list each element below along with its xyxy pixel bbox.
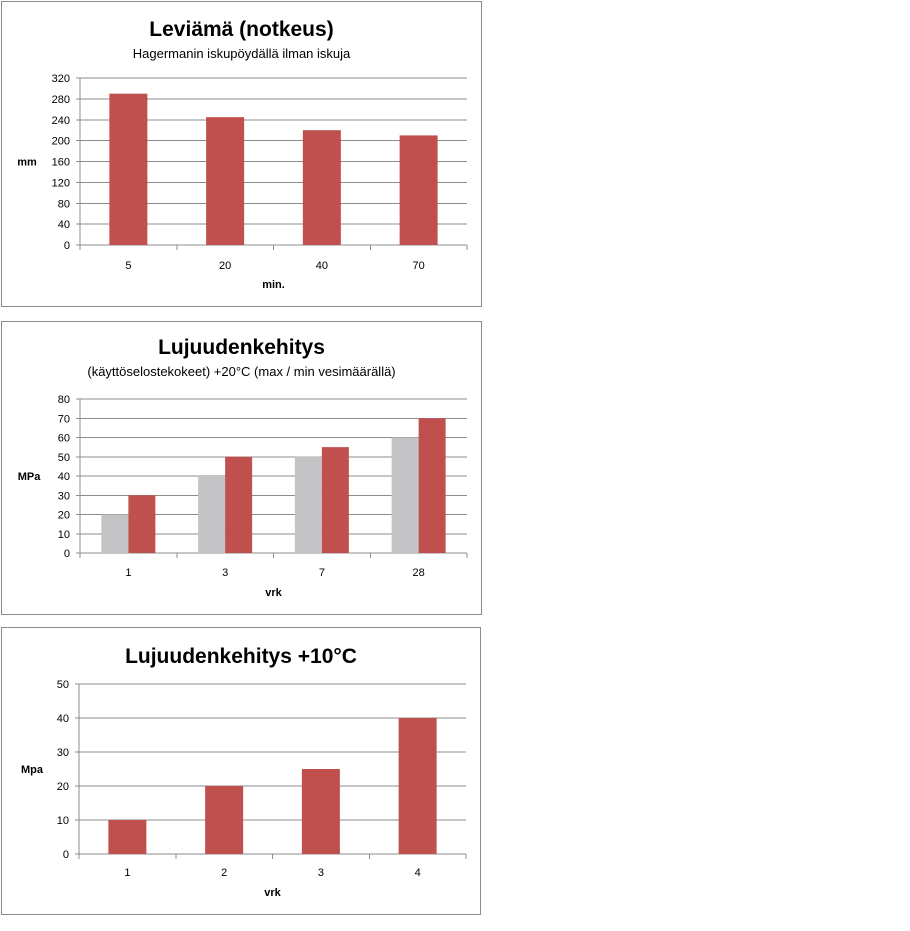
y-tick-label: 320: [52, 73, 70, 85]
bar-series1-70: [399, 135, 438, 245]
x-tick-label: 3: [318, 867, 324, 879]
y-tick-label: 30: [58, 490, 70, 502]
x-axis-label: vrk: [264, 887, 281, 899]
y-tick-label: 30: [57, 747, 69, 759]
y-tick-label: 50: [57, 679, 69, 691]
x-tick-label: 3: [222, 567, 228, 579]
y-tick-label: 80: [58, 394, 70, 406]
chart-subtitle: (käyttöselostekokeet) +20°C (max / min v…: [87, 364, 395, 379]
chart-lujuudenkehitys-10c: Lujuudenkehitys +10°C 0 10 20 30 40 50 1 2 3 4 Mpa v…: [21, 645, 467, 899]
x-tick-label: 28: [413, 567, 425, 579]
y-tick-label: 40: [58, 471, 70, 483]
x-tick-label: 7: [319, 567, 325, 579]
x-tick-label: 4: [415, 867, 421, 879]
x-tick-label: 5: [125, 260, 131, 272]
chart-title: Lujuudenkehitys: [158, 336, 325, 359]
x-axis-label: vrk: [265, 587, 282, 599]
chart-levieama: Leviämä (notkeus) Hagermanin iskupöydällä…: [17, 18, 468, 291]
bar-series1-3: [198, 476, 226, 553]
bar-series1-1: [101, 514, 129, 553]
bar-series1-2: [205, 786, 244, 854]
bar-series2-1: [128, 495, 156, 553]
chart-panel-lujuudenkehitys-10c: Lujuudenkehitys +10°C 0 10 20 30 40 50 1 2 3 4 Mpa v…: [1, 627, 481, 915]
y-tick-label: 70: [58, 413, 70, 425]
bar-series1-28: [391, 437, 419, 553]
bar-series2-3: [225, 456, 253, 553]
bar-series1-4: [398, 718, 437, 854]
bar-series2-7: [321, 447, 349, 553]
x-axis-label: min.: [262, 279, 285, 291]
chart-subtitle: Hagermanin iskupöydällä ilman iskuja: [133, 46, 351, 61]
bar-series1-3: [301, 769, 340, 854]
y-tick-label: 160: [52, 157, 70, 169]
x-tick-label: 1: [125, 567, 131, 579]
y-axis-label: mm: [17, 157, 37, 169]
bar-series1-7: [294, 456, 322, 553]
y-tick-label: 0: [64, 240, 70, 252]
y-tick-label: 240: [52, 115, 70, 127]
y-tick-label: 50: [58, 452, 70, 464]
y-tick-label: 0: [64, 548, 70, 560]
chart-lujuudenkehitys: Lujuudenkehitys (käyttöselostekokeet) +20…: [18, 336, 468, 599]
bar-series1-1: [108, 820, 147, 854]
y-tick-label: 40: [57, 713, 69, 725]
chart-title: Lujuudenkehitys +10°C: [125, 645, 357, 668]
y-tick-label: 200: [52, 136, 70, 148]
y-tick-label: 10: [57, 815, 69, 827]
y-tick-label: 80: [58, 198, 70, 210]
bar-series1-5: [109, 93, 148, 245]
y-axis-label: Mpa: [21, 764, 44, 776]
y-tick-label: 20: [58, 510, 70, 522]
chart-panel-lujuudenkehitys: Lujuudenkehitys (käyttöselostekokeet) +20…: [1, 321, 482, 615]
chart-title: Leviämä (notkeus): [149, 18, 333, 41]
chart-panel-levieama: Leviämä (notkeus) Hagermanin iskupöydällä…: [1, 1, 482, 307]
bar-series1-40: [302, 130, 341, 245]
y-tick-label: 280: [52, 94, 70, 106]
x-tick-label: 20: [219, 260, 231, 272]
bar-series2-28: [418, 418, 446, 553]
y-tick-label: 60: [58, 433, 70, 445]
y-tick-label: 120: [52, 177, 70, 189]
x-tick-label: 1: [124, 867, 130, 879]
bar-series1-20: [206, 117, 245, 245]
x-tick-label: 2: [221, 867, 227, 879]
x-tick-label: 70: [413, 260, 425, 272]
y-tick-label: 0: [63, 849, 69, 861]
y-tick-label: 10: [58, 529, 70, 541]
x-tick-label: 40: [316, 260, 328, 272]
y-tick-label: 40: [58, 219, 70, 231]
y-tick-label: 20: [57, 781, 69, 793]
y-axis-label: MPa: [18, 471, 42, 483]
